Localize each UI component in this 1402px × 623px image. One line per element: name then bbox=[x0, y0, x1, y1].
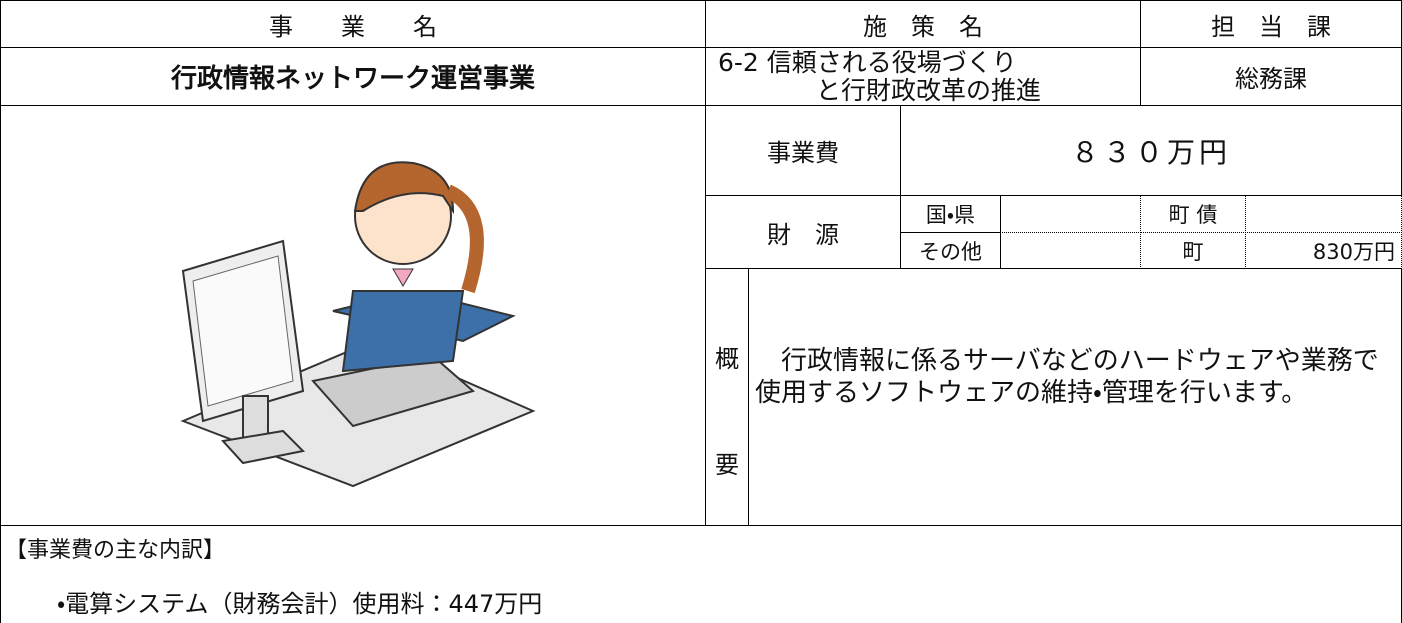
breakdown-title: 【事業費の主な内訳】 bbox=[5, 538, 226, 563]
breakdown: 【事業費の主な内訳】 ・電算システム（財務会計）使用料：447万円 bbox=[0, 525, 1402, 623]
ribbon bbox=[392, 268, 414, 287]
overview-label-top: 概 bbox=[715, 345, 739, 373]
policy-line: 6-2 信頼される役場づくり bbox=[718, 47, 1017, 77]
breakdown-item: ・電算システム（財務会計）使用料：447万円 bbox=[57, 590, 543, 618]
overview-label: 概 要 bbox=[705, 268, 749, 526]
body bbox=[341, 289, 465, 372]
project-label: 事 業 名 bbox=[0, 0, 706, 48]
hair bbox=[353, 160, 455, 214]
cost-label: 事業費 bbox=[705, 105, 901, 196]
funding-national: 国・県 bbox=[900, 195, 1001, 233]
funding-bond: 町 債 bbox=[1140, 195, 1246, 233]
funding-town: 町 bbox=[1140, 232, 1246, 269]
cost-value: ８３０万円 bbox=[900, 105, 1402, 196]
policy-label: 施 策 名 bbox=[705, 0, 1141, 48]
funding-national-amount bbox=[1000, 195, 1141, 233]
policy: 6-2 信頼される役場づくり と行財政改革の推進 bbox=[705, 47, 1141, 106]
department: 総務課 bbox=[1140, 47, 1402, 106]
ponytail bbox=[444, 184, 484, 293]
funding-label: 財 源 bbox=[705, 195, 901, 269]
funding-town-amount: 830万円 bbox=[1245, 232, 1402, 269]
department-label: 担 当 課 bbox=[1140, 0, 1402, 48]
policy-line: と行財政改革の推進 bbox=[816, 75, 1042, 105]
screen bbox=[192, 254, 294, 407]
funding-other: その他 bbox=[900, 232, 1001, 269]
illustration-cell bbox=[0, 105, 706, 526]
funding-other-amount bbox=[1000, 232, 1141, 269]
overview-label-bottom: 要 bbox=[715, 451, 739, 479]
illustration bbox=[180, 160, 536, 487]
project-name: 行政情報ネットワーク運営事業 bbox=[0, 47, 706, 106]
funding-bond-amount bbox=[1245, 195, 1402, 233]
overview-text: 行政情報に係るサーバなどのハードウェアや業務で使用するソフトウェアの維持・管理を… bbox=[748, 268, 1402, 526]
monitor-base bbox=[221, 429, 306, 464]
